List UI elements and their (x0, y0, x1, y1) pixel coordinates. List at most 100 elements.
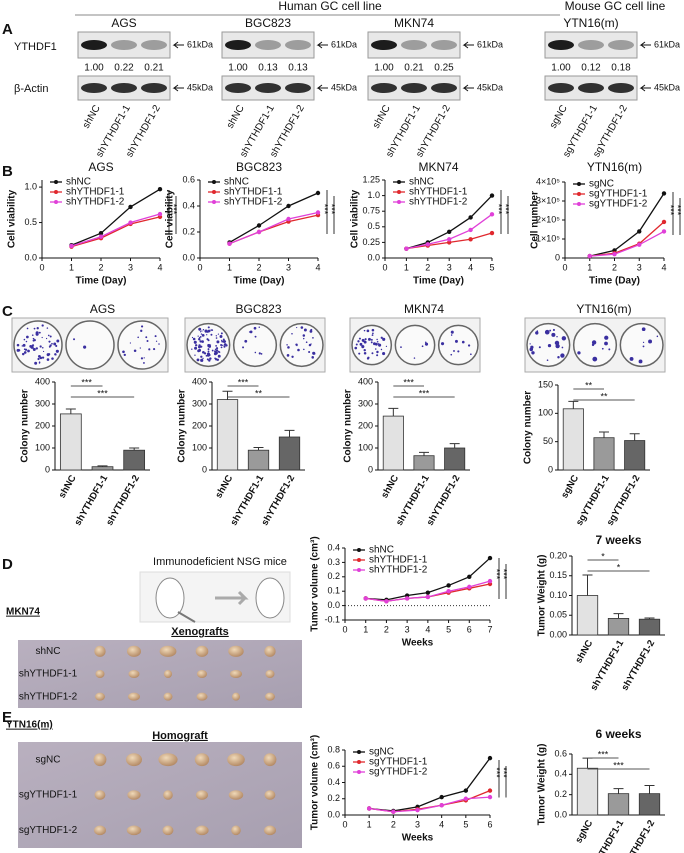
colony (201, 330, 203, 332)
colony (248, 331, 251, 333)
colony (214, 348, 217, 351)
bar (382, 415, 404, 471)
colony (308, 343, 312, 347)
row-label: YTHDF1 (14, 41, 57, 53)
y-axis-label: Tumor Weight (g) (537, 744, 548, 826)
y-tick-label: 0.4 (554, 769, 567, 779)
legend-label: sgYTHDF1-2 (589, 199, 648, 210)
x-tick-label: 0 (342, 624, 347, 634)
band (371, 40, 397, 50)
colony (215, 347, 219, 350)
x-tick-label: 0 (197, 262, 202, 272)
colony (254, 351, 257, 354)
x-tick-label: 5 (446, 624, 451, 634)
legend-label: shNC (66, 177, 91, 188)
colony (380, 348, 383, 351)
colony (158, 343, 160, 345)
y-tick-label: 0.8 (327, 744, 340, 754)
colony (23, 338, 26, 341)
band (141, 40, 167, 50)
colony (296, 326, 298, 329)
colony (450, 330, 454, 334)
point (447, 240, 452, 245)
colony (641, 327, 646, 332)
legend-label: shYTHDF1-1 (369, 555, 428, 566)
y-axis-label: Cell number (530, 191, 541, 249)
colony (355, 343, 358, 346)
band (81, 83, 107, 93)
colony (244, 339, 248, 343)
x-axis-label: Time (Day) (76, 276, 127, 287)
colony (37, 357, 40, 361)
y-tick-label: 1×10⁵ (536, 233, 560, 243)
point (487, 794, 493, 800)
point (425, 590, 431, 595)
point (487, 555, 493, 561)
colony (529, 343, 531, 345)
chart-title: MKN74 (418, 160, 458, 174)
colony (577, 351, 581, 355)
x-tick-label: 1 (363, 624, 368, 634)
significance: *** (162, 204, 172, 215)
colony (39, 345, 42, 348)
significance: *** (320, 204, 330, 215)
y-tick-label: 0.0 (327, 809, 340, 819)
colony (33, 327, 36, 330)
tumor (227, 753, 245, 767)
group-label: shYTHDF1-2 (19, 691, 78, 702)
legend-marker (577, 202, 581, 206)
colony (194, 344, 198, 347)
y-tick-label: 0 (555, 252, 560, 262)
colony (377, 343, 380, 345)
x-tick-label: 0 (39, 262, 44, 272)
x-tick-label: 4 (315, 262, 320, 272)
significance: * (617, 562, 621, 572)
mouse-icon (255, 577, 285, 619)
bar (91, 466, 114, 471)
quant: 0.22 (114, 63, 134, 74)
y-tick-label: 400 (192, 376, 207, 386)
colony (217, 354, 221, 358)
y-tick-label: 0.5 (24, 217, 37, 227)
colony (200, 358, 204, 362)
colony (254, 335, 257, 338)
significance: *** (492, 767, 502, 778)
colony (148, 348, 151, 351)
band (255, 40, 281, 50)
x-tick-label: 3 (405, 624, 410, 634)
x-axis-label: Time (Day) (589, 276, 640, 287)
colony (363, 352, 367, 355)
point (468, 227, 473, 233)
colony (199, 331, 202, 333)
colony (21, 352, 25, 356)
lane-label: sgNC (548, 103, 570, 130)
error-bar (568, 400, 579, 409)
bar (216, 399, 239, 471)
colony (21, 345, 24, 347)
band (548, 40, 574, 50)
colony (38, 331, 41, 334)
kda-label: 61kDa (187, 39, 213, 49)
colony (209, 344, 212, 346)
chart-title: YTN16(m) (576, 302, 631, 316)
band (285, 40, 311, 50)
point (661, 219, 667, 225)
colony (200, 355, 203, 358)
colony (55, 349, 59, 353)
arrow (172, 41, 184, 49)
x-tick-label: 6 (467, 624, 472, 634)
bar (123, 449, 146, 471)
lane-label: shNC (225, 103, 247, 130)
point (128, 204, 133, 210)
y-tick-label: 0.0 (327, 600, 340, 610)
legend-label: shYTHDF1-2 (224, 197, 283, 208)
group-label: shNC (35, 646, 60, 657)
colony (305, 341, 308, 344)
colony (215, 337, 218, 339)
y-tick-label: 400 (358, 376, 373, 386)
point (447, 237, 452, 242)
colony (372, 332, 374, 335)
colony (368, 337, 371, 341)
x-tick-label: sgNC (573, 818, 595, 845)
significance: *** (419, 388, 430, 398)
